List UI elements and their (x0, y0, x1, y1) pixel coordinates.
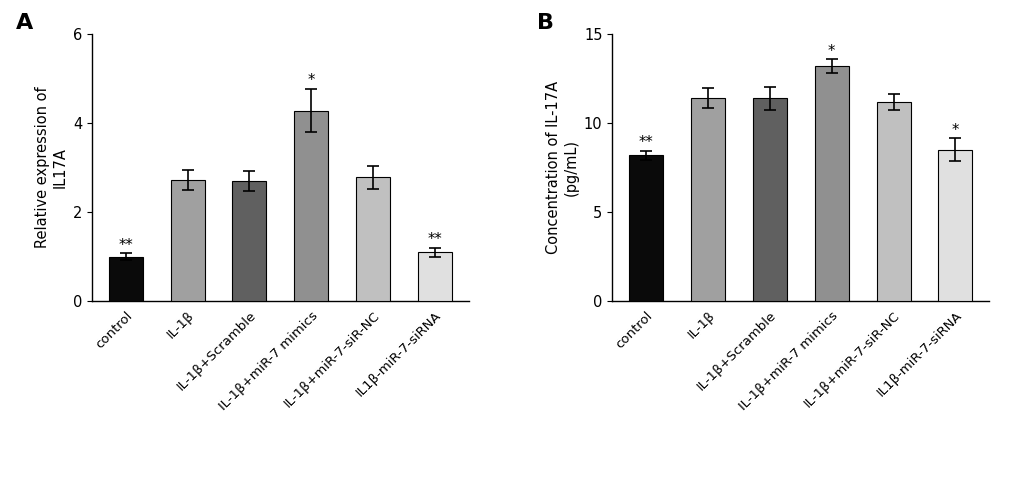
Text: **: ** (118, 238, 133, 253)
Bar (170, 180, 205, 301)
Bar (356, 177, 389, 301)
Bar (629, 155, 662, 301)
Bar (752, 98, 786, 301)
Text: A: A (16, 13, 34, 33)
Bar (875, 102, 910, 301)
Y-axis label: Relative expression of
IL17A: Relative expression of IL17A (35, 87, 67, 248)
Text: *: * (951, 123, 958, 138)
Y-axis label: Concentration of IL-17A
(pg/mL): Concentration of IL-17A (pg/mL) (545, 81, 578, 254)
Text: **: ** (427, 232, 442, 247)
Text: *: * (827, 44, 835, 59)
Bar (418, 252, 451, 301)
Bar (109, 257, 143, 301)
Bar (937, 150, 971, 301)
Text: *: * (308, 73, 315, 88)
Bar (232, 181, 266, 301)
Bar (691, 98, 725, 301)
Text: **: ** (638, 136, 653, 150)
Text: B: B (536, 13, 553, 33)
Bar (294, 111, 328, 301)
Bar (814, 66, 848, 301)
